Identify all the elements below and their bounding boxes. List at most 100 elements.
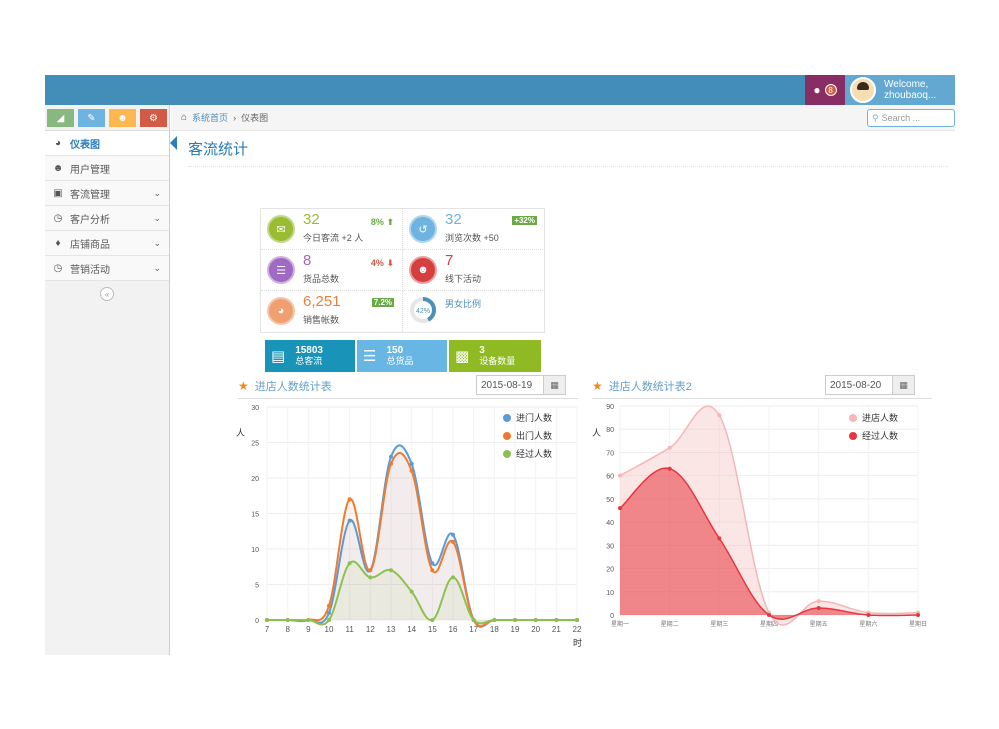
sidebar-item-label: 客户分析 xyxy=(70,214,110,226)
data-point xyxy=(767,613,771,617)
database-icon: ☰ xyxy=(363,348,377,365)
calendar-icon[interactable]: ▦ xyxy=(892,376,914,394)
cogs-icon[interactable]: ⚙ xyxy=(140,109,167,127)
arrow-down-icon: ⬇ xyxy=(386,258,394,268)
y-tick-label: 20 xyxy=(251,476,259,483)
data-point xyxy=(717,536,722,541)
data-point xyxy=(409,589,414,594)
sidebar-item-users[interactable]: ☻ 用户管理 xyxy=(45,156,169,181)
series-area xyxy=(267,445,577,627)
users-icon[interactable]: ☻ xyxy=(109,109,136,127)
y-tick-label: 20 xyxy=(606,567,614,574)
breadcrumb-separator: › xyxy=(233,112,237,123)
chart2-date-picker[interactable]: 2015-08-20 ▦ xyxy=(825,375,915,395)
sidebar-collapse-button[interactable]: « xyxy=(100,287,114,301)
sidebar-item-marketing[interactable]: ◷ 营销活动 ⌄ xyxy=(45,256,169,281)
smallbox-devices[interactable]: ▩ 3 设备数量 xyxy=(449,340,541,372)
data-point xyxy=(285,618,290,622)
chart2-divider xyxy=(592,398,932,399)
x-tick-label: 10 xyxy=(325,625,334,634)
breadcrumb-current: 仪表图 xyxy=(241,113,269,123)
top-navbar: ● 8 Welcome, zhoubaoq... xyxy=(45,75,955,105)
smallbox-label: 总货品 xyxy=(386,356,414,366)
legend-swatch xyxy=(503,414,511,422)
breadcrumb-home-link[interactable]: 系统首页 xyxy=(192,113,229,123)
chevron-down-icon: ⌄ xyxy=(153,212,161,223)
bell-icon: ● xyxy=(813,83,821,97)
sidebar-item-label: 用户管理 xyxy=(70,164,110,176)
data-point xyxy=(409,468,414,473)
data-point xyxy=(816,599,821,604)
search-icon: ⚲ xyxy=(872,112,879,123)
sidebar-item-traffic[interactable]: ▣ 客流管理 ⌄ xyxy=(45,181,169,206)
search-input[interactable]: ⚲ Search ... xyxy=(867,109,955,127)
y-tick-label: 5 xyxy=(255,583,259,590)
data-point xyxy=(513,618,517,622)
notifications-button[interactable]: ● 8 xyxy=(805,75,845,105)
data-point xyxy=(916,613,920,617)
smallbox-text: 3 设备数量 xyxy=(479,345,515,367)
weekly-traffic-chart: 0 10 20 30 40 50 60 70 80 90 星期一 星期二 星期三 星期四 星期五 星期六 星期日… xyxy=(592,404,927,628)
data-point xyxy=(409,461,414,466)
data-point xyxy=(347,497,352,502)
picture-icon: ▣ xyxy=(53,187,63,199)
infobox-value: 6,251 xyxy=(303,293,341,310)
smallbox-total-products[interactable]: ☰ 150 总货品 xyxy=(357,340,447,372)
data-point xyxy=(327,618,331,622)
x-tick-label: 21 xyxy=(552,625,561,634)
sidebar-item-products[interactable]: ♦ 店铺商品 ⌄ xyxy=(45,231,169,256)
dashboard-icon: ◕ xyxy=(54,137,62,149)
pencil-icon[interactable]: ✎ xyxy=(78,109,105,127)
chevron-down-icon: ⌄ xyxy=(153,237,161,248)
x-tick-label: 16 xyxy=(449,625,458,634)
chart1-date-picker[interactable]: 2015-08-19 ▦ xyxy=(476,375,566,395)
y-tick-label: 40 xyxy=(606,520,614,527)
welcome-text: Welcome, xyxy=(884,79,929,90)
x-axis-label: 时 xyxy=(573,637,582,648)
legend-label: 经过人数 xyxy=(862,430,898,441)
infobox-value: 7 xyxy=(445,252,454,269)
group-icon: ☻ xyxy=(52,162,64,174)
data-point xyxy=(866,613,871,617)
chevron-down-icon: ⌄ xyxy=(153,262,161,273)
data-point xyxy=(667,445,672,450)
smallbox-text: 150 总货品 xyxy=(386,345,413,367)
sidebar-item-customer[interactable]: ◷ 客户分析 ⌄ xyxy=(45,206,169,231)
y-tick-label: 30 xyxy=(606,543,614,550)
user-welcome: Welcome, zhoubaoq... xyxy=(884,79,936,101)
smallbox-total-traffic[interactable]: ▤ 15803 总客流 xyxy=(265,340,355,372)
infobox-gender-ratio: 42% 男女比例 xyxy=(403,291,545,332)
infobox-stat-badge: +32% xyxy=(512,216,537,225)
y-tick-label: 70 xyxy=(606,450,614,457)
y-tick-label: 25 xyxy=(251,441,259,448)
smallbox-label: 设备数量 xyxy=(479,356,516,366)
legend-label: 进店人数 xyxy=(862,412,898,423)
sidebar-item-label: 客流管理 xyxy=(70,189,110,201)
date-input[interactable]: 2015-08-19 xyxy=(481,379,533,391)
y-tick-label: 60 xyxy=(606,474,614,481)
sidebar-item-dashboard[interactable]: ◕ 仪表图 xyxy=(45,131,177,156)
chevron-down-icon: ⌄ xyxy=(153,187,161,198)
data-point xyxy=(368,568,373,573)
infobox-today-traffic: ✉ 32 今日客流 +2 人 8% ⬆ xyxy=(261,209,403,250)
calendar-icon[interactable]: ▦ xyxy=(543,376,565,394)
infobox-value: 32 xyxy=(445,211,462,228)
sidebar-shortcuts: ◢ ✎ ☻ ⚙ xyxy=(45,105,169,131)
infobox-sales: ◕ 6,251 销售帐数 7.2% xyxy=(261,291,403,332)
data-point xyxy=(667,466,672,471)
data-point xyxy=(327,610,331,615)
app-window: ● 8 Welcome, zhoubaoq... ◢ ✎ ☻ ⚙ ◕ 仪表图 ☻… xyxy=(45,75,955,655)
breadcrumb: ⌂ 系统首页 › 仪表图 ⚲ Search ... xyxy=(171,105,955,131)
date-input[interactable]: 2015-08-20 xyxy=(830,379,882,391)
y-tick-label: 80 xyxy=(606,427,614,434)
notification-badge: 8 xyxy=(824,84,837,96)
data-point xyxy=(816,606,821,611)
search-placeholder: Search ... xyxy=(881,113,921,123)
sidebar-item-label: 营销活动 xyxy=(70,264,110,276)
data-point xyxy=(492,618,497,622)
user-menu[interactable]: Welcome, zhoubaoq... xyxy=(845,75,955,105)
x-tick-label: 11 xyxy=(346,625,355,634)
y-tick-label: 50 xyxy=(606,497,614,504)
data-point xyxy=(347,561,352,566)
signal-icon[interactable]: ◢ xyxy=(47,109,74,127)
